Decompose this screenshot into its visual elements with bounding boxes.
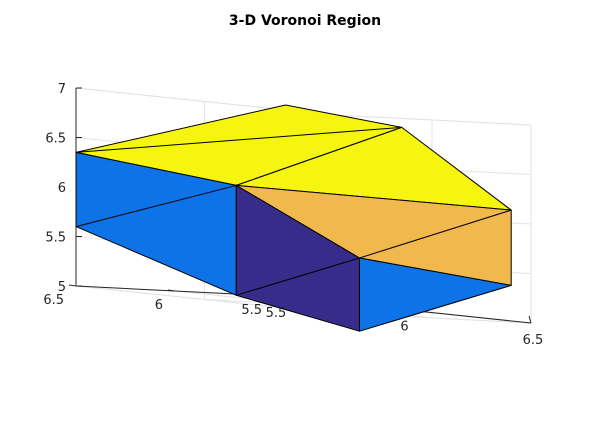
tick-labels: 5.566.55.566.555.566.57: [43, 82, 543, 348]
y-tick-label: 6: [155, 298, 163, 313]
y-tick-mark: [68, 284, 77, 287]
region-face: [359, 257, 512, 332]
z-tick-label: 5: [58, 280, 66, 295]
x-tick-label: 6.5: [523, 333, 544, 348]
voronoi-region: [75, 104, 512, 332]
x-tick-label: 6: [400, 320, 408, 335]
y-tick-label: 5.5: [241, 303, 262, 318]
z-tick-label: 6: [58, 181, 66, 196]
face-triangulation-edge: [75, 126, 402, 153]
box-edge: [332, 114, 532, 126]
z-tick-label: 5.5: [45, 231, 66, 246]
y-tick-mark: [167, 289, 176, 292]
x-tick-mark: [528, 315, 532, 324]
face-triangulation-edge: [236, 257, 360, 296]
z-tick-label: 6.5: [45, 132, 66, 147]
x-tick-label: 5.5: [266, 306, 287, 321]
chart-title: 3-D Voronoi Region: [229, 13, 381, 29]
face-triangulation-edge: [359, 209, 512, 259]
z-tick-label: 7: [58, 82, 66, 97]
y-tick-label: 6.5: [43, 293, 64, 308]
face-triangulation-edge: [75, 184, 237, 228]
